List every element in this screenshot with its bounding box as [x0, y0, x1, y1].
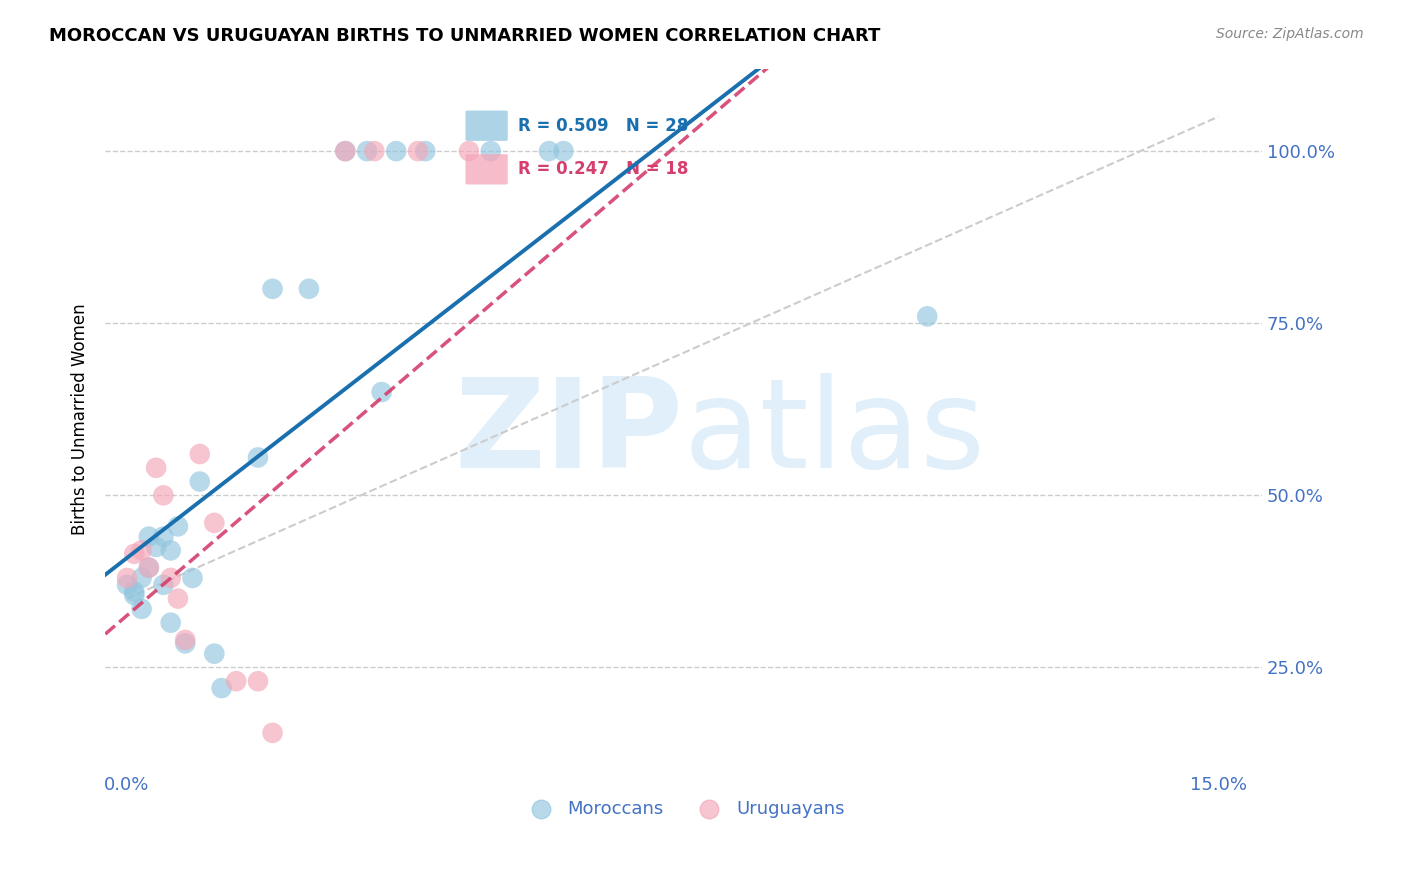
Point	[202, 647, 225, 661]
Text: ZIP: ZIP	[454, 373, 683, 494]
Point	[138, 530, 160, 544]
Point	[335, 144, 357, 158]
Point	[385, 144, 408, 158]
Point	[145, 460, 167, 475]
Point	[152, 578, 174, 592]
Point	[537, 144, 560, 158]
Point	[152, 530, 174, 544]
Point	[246, 674, 269, 689]
Point	[553, 144, 575, 158]
Point	[356, 144, 378, 158]
Point	[363, 144, 385, 158]
Point	[124, 547, 146, 561]
Text: atlas: atlas	[683, 373, 986, 494]
Point	[145, 540, 167, 554]
Point	[124, 588, 146, 602]
Text: MOROCCAN VS URUGUAYAN BIRTHS TO UNMARRIED WOMEN CORRELATION CHART: MOROCCAN VS URUGUAYAN BIRTHS TO UNMARRIE…	[49, 27, 880, 45]
Point	[115, 571, 138, 585]
Point	[181, 571, 204, 585]
Text: Source: ZipAtlas.com: Source: ZipAtlas.com	[1216, 27, 1364, 41]
Point	[246, 450, 269, 465]
Point	[159, 615, 181, 630]
Point	[458, 144, 481, 158]
Point	[202, 516, 225, 530]
Point	[152, 488, 174, 502]
Point	[479, 144, 502, 158]
Point	[370, 385, 392, 400]
Point	[406, 144, 429, 158]
Point	[131, 602, 153, 616]
Point	[167, 591, 190, 606]
Point	[298, 777, 321, 791]
Point	[115, 578, 138, 592]
Point	[159, 543, 181, 558]
Point	[138, 560, 160, 574]
Y-axis label: Births to Unmarried Women: Births to Unmarried Women	[72, 304, 89, 535]
Point	[335, 144, 357, 158]
Point	[917, 310, 939, 324]
Point	[174, 632, 197, 647]
Point	[413, 144, 436, 158]
Point	[124, 584, 146, 599]
Point	[188, 447, 211, 461]
Point	[131, 543, 153, 558]
Point	[298, 282, 321, 296]
Point	[225, 674, 247, 689]
Point	[174, 636, 197, 650]
Legend: Moroccans, Uruguayans: Moroccans, Uruguayans	[515, 792, 852, 825]
Point	[159, 571, 181, 585]
Point	[167, 519, 190, 533]
Point	[262, 726, 284, 740]
Point	[138, 560, 160, 574]
Point	[406, 777, 429, 791]
Point	[188, 475, 211, 489]
Point	[262, 282, 284, 296]
Point	[131, 571, 153, 585]
Point	[211, 681, 233, 695]
